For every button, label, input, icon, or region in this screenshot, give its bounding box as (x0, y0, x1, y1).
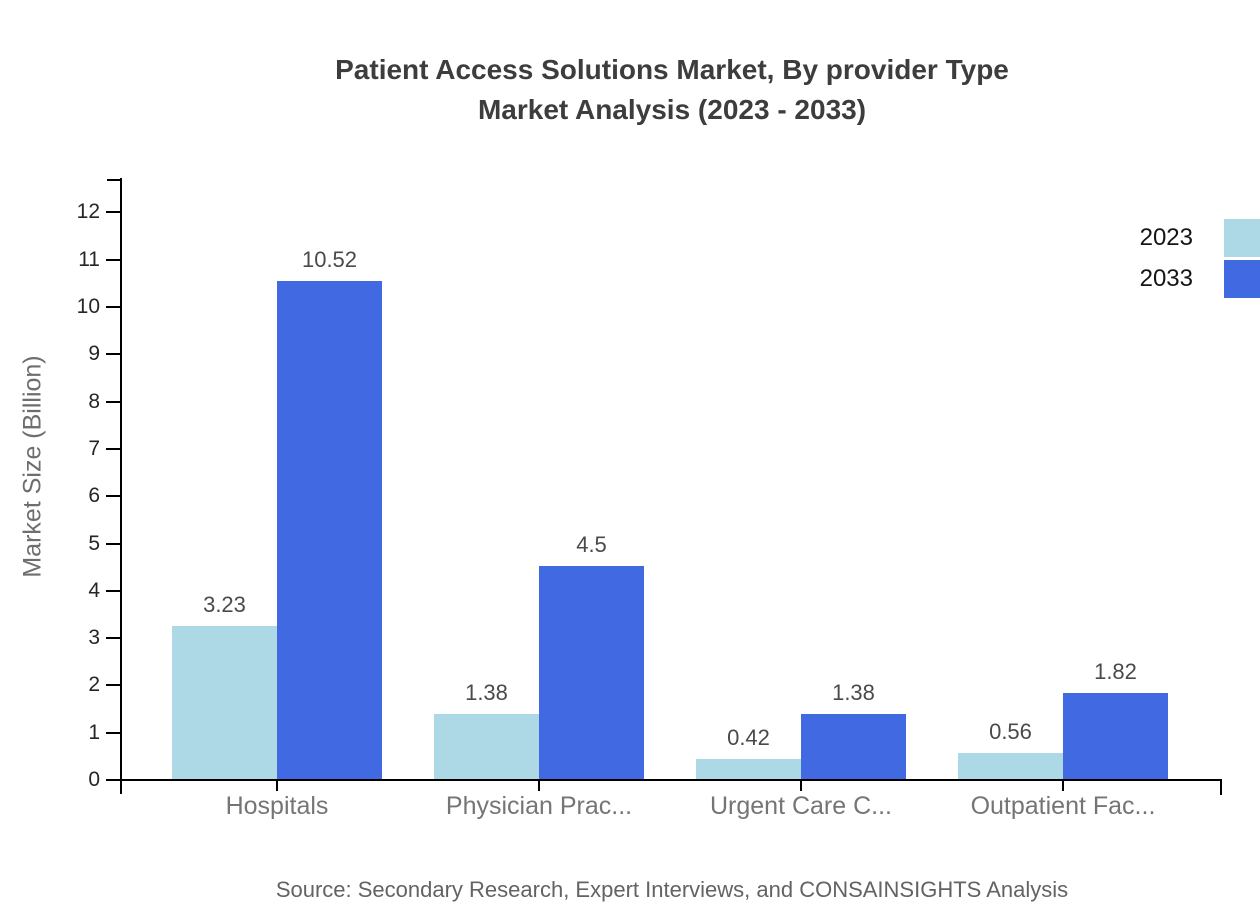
bar-2033 (539, 566, 644, 779)
y-axis-tick (106, 258, 120, 261)
y-axis-tick (106, 779, 120, 781)
source-note: Source: Secondary Research, Expert Inter… (275, 877, 1069, 902)
y-axis-tick-label: 12 (76, 200, 100, 224)
bar-value-label: 0.42 (727, 725, 770, 751)
y-axis-tick (106, 306, 120, 308)
bar-2023 (172, 626, 277, 779)
bar-2033 (1063, 692, 1168, 779)
y-axis-tick (106, 731, 120, 734)
legend-label-2023: 2023 (1139, 224, 1193, 251)
bar-2023 (958, 752, 1063, 779)
y-axis-tick-label: 4 (88, 578, 100, 602)
x-axis-label: Outpatient Fac... (970, 792, 1156, 820)
x-axis-label: Physician Prac... (445, 792, 633, 820)
y-axis-tick (106, 684, 120, 687)
y-axis-tick-label: 2 (88, 673, 100, 697)
bar-2033 (801, 713, 906, 779)
x-axis-label: Hospitals (225, 792, 329, 820)
y-axis-tick-label: 7 (88, 436, 100, 460)
y-axis-tick-label: 5 (88, 531, 100, 555)
y-axis-line (120, 178, 122, 794)
x-axis-tick (276, 781, 278, 791)
y-axis-tick-label: 11 (78, 247, 100, 271)
y-axis-tick-label: 8 (88, 389, 100, 413)
y-axis-tick-label: 0 (88, 768, 100, 791)
y-axis-tick (106, 542, 120, 545)
chart-title-line2: Market Analysis (2023 - 2033) (477, 94, 867, 125)
y-axis-tick (106, 400, 120, 403)
x-axis-tick (538, 781, 540, 791)
y-axis-tick (106, 353, 120, 356)
y-axis-tick (106, 495, 120, 498)
chart-title: Patient Access Solutions Market, By prov… (122, 50, 1222, 130)
bar-value-label: 10.52 (301, 247, 358, 273)
y-axis-tick-label: 6 (88, 484, 100, 508)
y-axis-top-cap (107, 179, 121, 181)
x-axis-end-cap (1220, 779, 1222, 795)
legend-swatch-2033 (1224, 260, 1260, 298)
bar-value-label: 4.5 (576, 532, 607, 558)
x-axis-tick (1062, 781, 1064, 791)
legend-label-2033: 2033 (1139, 265, 1193, 292)
bar-value-label: 3.23 (203, 592, 246, 618)
legend-item-2033: 2033 (1140, 260, 1260, 298)
bar-value-label: 1.82 (1094, 658, 1137, 684)
bar-value-label: 1.38 (832, 679, 875, 705)
x-axis-tick (800, 781, 802, 791)
y-axis-tick (106, 447, 120, 450)
x-axis-label: Urgent Care C... (709, 792, 892, 820)
chart-title-line1: Patient Access Solutions Market, By prov… (335, 54, 1009, 85)
legend: 2023 2033 (1140, 219, 1260, 301)
bar-value-label: 1.38 (465, 679, 508, 705)
legend-swatch-2023 (1224, 219, 1260, 257)
y-axis-tick (106, 589, 120, 592)
y-axis-tick-label: 10 (76, 295, 100, 318)
bar-value-label: 0.56 (989, 718, 1032, 744)
legend-item-2023: 2023 (1140, 219, 1260, 257)
bar-2023 (434, 713, 539, 779)
y-axis-tick (106, 637, 120, 640)
y-axis-tick-label: 3 (88, 626, 100, 650)
bar-2023 (696, 759, 801, 779)
x-axis-line (120, 779, 1222, 781)
y-axis-tick (106, 211, 120, 214)
y-axis-tick-label: 1 (88, 720, 100, 744)
bar-2033 (277, 281, 382, 779)
y-axis-tick-label: 9 (88, 342, 100, 366)
